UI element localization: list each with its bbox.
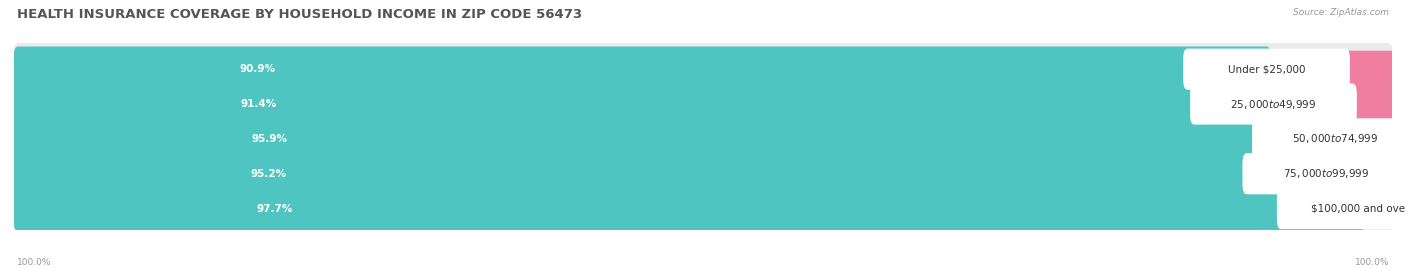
FancyBboxPatch shape — [1350, 86, 1406, 123]
Text: $75,000 to $99,999: $75,000 to $99,999 — [1282, 167, 1369, 180]
Text: Under $25,000: Under $25,000 — [1227, 64, 1305, 74]
FancyBboxPatch shape — [13, 78, 1393, 130]
FancyBboxPatch shape — [14, 81, 1278, 127]
Text: $50,000 to $74,999: $50,000 to $74,999 — [1292, 132, 1379, 145]
Text: 100.0%: 100.0% — [17, 258, 52, 267]
FancyBboxPatch shape — [1277, 188, 1406, 229]
Text: $25,000 to $49,999: $25,000 to $49,999 — [1230, 97, 1316, 110]
FancyBboxPatch shape — [1402, 155, 1406, 192]
FancyBboxPatch shape — [1189, 83, 1357, 124]
Text: $100,000 and over: $100,000 and over — [1310, 204, 1406, 214]
FancyBboxPatch shape — [1253, 118, 1406, 160]
Text: Source: ZipAtlas.com: Source: ZipAtlas.com — [1294, 8, 1389, 17]
FancyBboxPatch shape — [13, 43, 1393, 95]
FancyBboxPatch shape — [13, 183, 1393, 235]
FancyBboxPatch shape — [13, 148, 1393, 200]
Text: 95.2%: 95.2% — [250, 169, 287, 179]
FancyBboxPatch shape — [13, 113, 1393, 165]
FancyBboxPatch shape — [14, 151, 1330, 196]
FancyBboxPatch shape — [14, 46, 1271, 92]
FancyBboxPatch shape — [14, 116, 1340, 161]
FancyBboxPatch shape — [1243, 153, 1406, 194]
FancyBboxPatch shape — [1343, 51, 1406, 88]
Legend: With Coverage, Without Coverage: With Coverage, Without Coverage — [579, 266, 827, 270]
Text: 100.0%: 100.0% — [1354, 258, 1389, 267]
Text: 90.9%: 90.9% — [239, 64, 276, 74]
Text: HEALTH INSURANCE COVERAGE BY HOUSEHOLD INCOME IN ZIP CODE 56473: HEALTH INSURANCE COVERAGE BY HOUSEHOLD I… — [17, 8, 582, 21]
FancyBboxPatch shape — [14, 186, 1365, 231]
Text: 91.4%: 91.4% — [240, 99, 277, 109]
FancyBboxPatch shape — [1184, 49, 1350, 90]
Text: 97.7%: 97.7% — [256, 204, 292, 214]
Text: 95.9%: 95.9% — [252, 134, 288, 144]
